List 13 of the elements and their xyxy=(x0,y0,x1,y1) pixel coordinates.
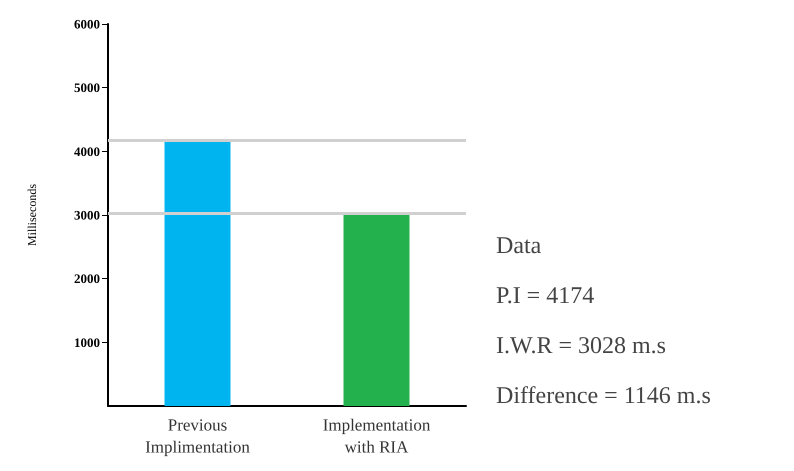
text: Difference = 1146 m.s xyxy=(496,383,711,409)
y-tick-label: 5000 xyxy=(74,80,100,96)
text: I.W.R = 3028 m.s xyxy=(496,333,666,359)
x-tick-label: Implementation with RIA xyxy=(322,416,431,456)
text: Data xyxy=(496,233,542,259)
text: P.I = 4174 xyxy=(496,283,594,309)
x-tick-label: Previous Implimentation xyxy=(145,416,250,456)
y-axis-title: Milliseconds xyxy=(25,184,39,246)
y-tick-label: 1000 xyxy=(74,334,100,350)
y-tick-label: 4000 xyxy=(74,144,100,159)
y-tick-label: 2000 xyxy=(74,271,100,286)
y-tick-label: 3000 xyxy=(74,208,100,222)
y-tick-label: 6000 xyxy=(74,16,100,32)
